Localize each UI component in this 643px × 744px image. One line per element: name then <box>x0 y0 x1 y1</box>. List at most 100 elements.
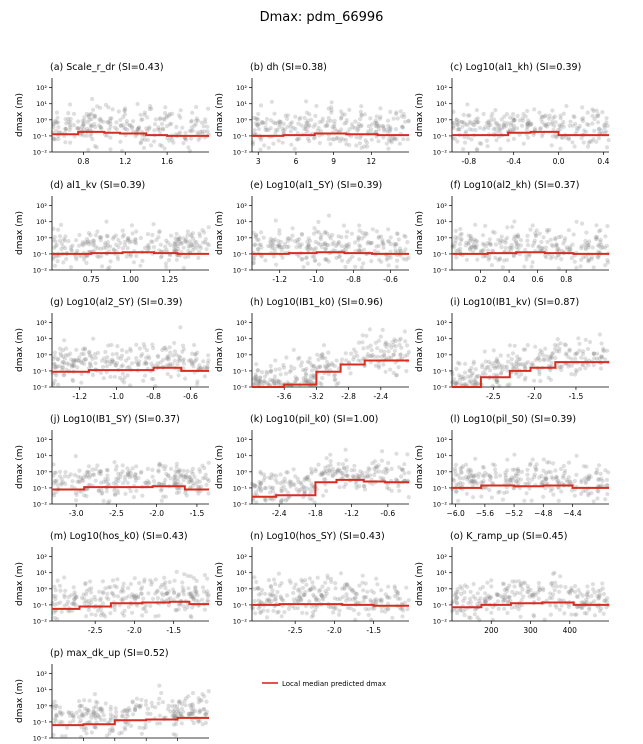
scatter-point <box>126 235 131 241</box>
scatter-point <box>537 358 543 363</box>
scatter-point <box>155 596 160 601</box>
scatter-point <box>156 125 161 130</box>
scatter-point <box>83 240 88 245</box>
scatter-point <box>168 243 173 248</box>
scatter-point <box>160 700 165 705</box>
scatter-point <box>336 461 341 466</box>
scatter-point <box>288 121 293 126</box>
x-tick-label: 9 <box>331 157 336 166</box>
scatter-point <box>55 120 60 125</box>
scatter-point <box>91 706 96 711</box>
scatter-point <box>270 238 275 243</box>
scatter-point <box>492 230 497 235</box>
scatter-point <box>309 469 315 474</box>
scatter-point <box>385 255 390 261</box>
scatter-point <box>130 700 135 705</box>
scatter-point <box>508 115 513 120</box>
scatter-point <box>114 120 119 125</box>
scatter-point <box>552 123 557 128</box>
scatter-point <box>205 129 210 134</box>
scatter-point <box>61 244 66 249</box>
scatter-point <box>270 588 275 593</box>
scatter-point <box>573 121 578 127</box>
scatter-point <box>175 241 180 246</box>
scatter-point <box>151 479 157 484</box>
scatter-point <box>458 375 463 380</box>
scatter-point <box>201 240 206 245</box>
scatter-point <box>157 229 162 234</box>
scatter-point <box>473 596 478 601</box>
scatter-point <box>561 120 566 125</box>
scatter-point <box>198 245 204 251</box>
y-tick-label: 10⁻² <box>33 618 48 626</box>
scatter-point <box>481 127 486 132</box>
scatter-point <box>523 114 528 119</box>
scatter-point <box>469 137 474 142</box>
scatter-point <box>188 244 193 249</box>
scatter-point <box>84 614 89 619</box>
scatter-point <box>357 223 362 228</box>
scatter-point <box>470 249 476 254</box>
x-tick-label: 1.2 <box>119 157 131 166</box>
scatter-point <box>525 238 530 243</box>
scatter-point <box>145 466 150 471</box>
scatter-point <box>147 106 152 112</box>
scatter-point <box>162 575 167 580</box>
scatter-point <box>78 127 83 132</box>
scatter-point <box>174 569 179 575</box>
scatter-point <box>198 129 203 135</box>
scatter-point <box>519 581 524 586</box>
scatter-point <box>74 238 79 243</box>
scatter-point <box>98 125 103 130</box>
scatter-point <box>337 485 342 490</box>
scatter-point <box>286 490 291 495</box>
scatter-point <box>488 118 493 123</box>
x-tick-label: -1.5 <box>569 392 584 401</box>
scatter-point <box>129 239 134 244</box>
scatter-point <box>89 612 94 617</box>
scatter-point <box>587 339 593 345</box>
scatter-point <box>258 103 264 108</box>
scatter-point <box>555 337 560 342</box>
scatter-point <box>456 126 462 132</box>
scatter-point <box>112 492 117 497</box>
scatter-point <box>252 243 257 248</box>
scatter-point <box>145 137 150 142</box>
scatter-point <box>172 242 177 247</box>
y-tick-label: 10⁻² <box>233 384 248 392</box>
scatter-point <box>318 242 323 247</box>
scatter-point <box>551 461 556 466</box>
scatter-point <box>595 120 601 125</box>
scatter-point <box>481 111 486 117</box>
scatter-point <box>556 498 561 503</box>
scatter-point <box>126 586 131 591</box>
scatter-point <box>105 591 110 596</box>
scatter-point <box>190 605 195 610</box>
scatter-point <box>592 116 597 122</box>
scatter-point <box>115 344 120 349</box>
scatter-point <box>116 476 121 481</box>
scatter-point <box>558 584 563 589</box>
scatter-point <box>383 592 388 597</box>
scatter-point <box>54 242 59 247</box>
scatter-point <box>604 243 610 248</box>
scatter-point <box>503 475 508 480</box>
scatter-point <box>464 491 469 496</box>
scatter-point <box>328 236 333 241</box>
scatter-point <box>137 581 142 586</box>
scatter-point <box>177 236 182 242</box>
scatter-point <box>106 481 111 486</box>
y-tick-label: 10⁻¹ <box>233 367 248 375</box>
scatter-point <box>97 589 102 594</box>
scatter-point <box>132 240 138 245</box>
scatter-point <box>300 256 305 261</box>
scatter-point <box>92 144 98 149</box>
scatter-points <box>450 102 611 152</box>
scatter-point <box>356 122 361 127</box>
scatter-point <box>585 346 591 352</box>
scatter-point <box>481 242 486 247</box>
scatter-point <box>355 128 360 133</box>
scatter-point <box>298 245 303 250</box>
scatter-point <box>361 588 366 593</box>
scatter-point <box>561 111 566 116</box>
